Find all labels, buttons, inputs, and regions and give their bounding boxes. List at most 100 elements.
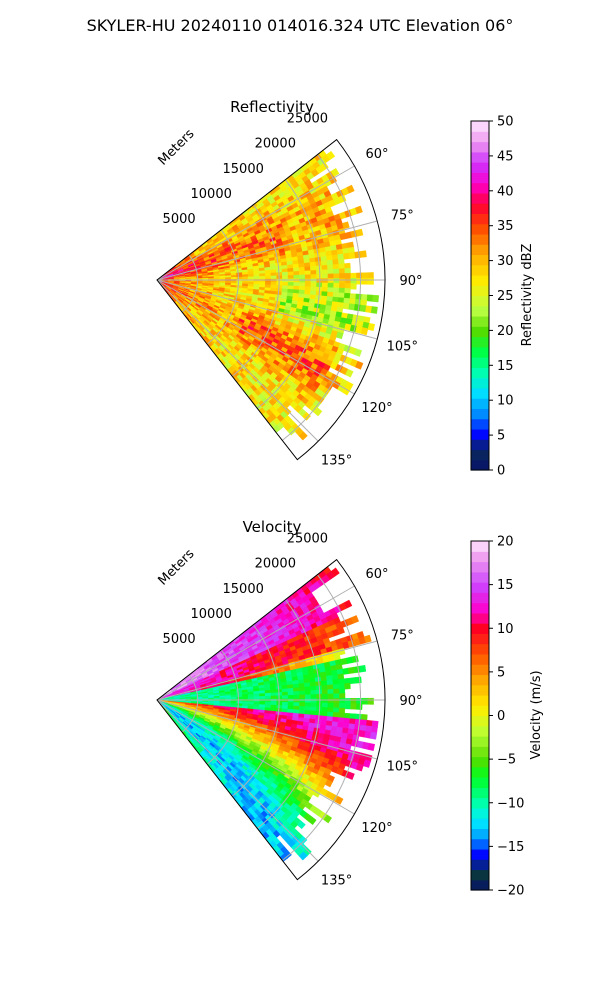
field-cell: [367, 742, 376, 752]
colorbar-tick-label: 0: [497, 709, 505, 724]
field-cell: [354, 205, 363, 215]
colorbar-step: [471, 705, 489, 717]
colorbar-tick-label: 0: [497, 464, 505, 479]
figure-title: SKYLER-HU 20240110 014016.324 UTC Elevat…: [87, 16, 514, 35]
colorbar-step: [471, 449, 489, 461]
colorbar-tick-label: 25: [497, 289, 514, 304]
colorbar-step: [471, 725, 489, 737]
colorbar-step: [471, 244, 489, 256]
colorbar-tick-label: 45: [497, 149, 514, 164]
colorbar-step: [471, 233, 489, 245]
field-cell: [350, 703, 357, 710]
colorbar-tick-label: 10: [497, 394, 514, 409]
colorbar-step: [471, 264, 489, 276]
colorbar-step: [471, 408, 489, 420]
colorbar-step: [471, 684, 489, 696]
colorbar-step: [471, 131, 489, 143]
colorbar-step: [471, 694, 489, 706]
colorbar-step: [471, 192, 489, 204]
field-cell: [372, 294, 380, 303]
field-cell: [339, 693, 346, 700]
colorbar-step: [471, 213, 489, 225]
colorbar-step: [471, 828, 489, 840]
field-cell: [348, 303, 356, 311]
field-cell: [369, 731, 378, 740]
field-cell: [342, 302, 350, 310]
field-cell: [313, 407, 323, 417]
colorbar-step: [471, 326, 489, 338]
velocity-range-axis-label: Meters: [156, 546, 198, 588]
field-cell: [356, 703, 363, 710]
field-cell: [326, 150, 336, 160]
colorbar-step: [471, 879, 489, 891]
colorbar-step: [471, 756, 489, 768]
colorbar-step: [471, 418, 489, 430]
colorbar-step: [471, 377, 489, 389]
colorbar-step: [471, 766, 489, 778]
colorbar-step: [471, 633, 489, 645]
colorbar-step: [471, 551, 489, 563]
colorbar-step: [471, 428, 489, 440]
range-tick-label: 20000: [255, 557, 296, 572]
colorbar-step: [471, 285, 489, 297]
colorbar-step: [471, 582, 489, 593]
range-tick-label: 5000: [163, 632, 196, 647]
colorbar-tick-label: −20: [497, 884, 524, 899]
colorbar-step: [471, 398, 489, 410]
colorbar-step: [471, 172, 489, 184]
field-cell: [362, 698, 369, 705]
azimuth-tick-label: 135°: [321, 874, 352, 889]
colorbar-step: [471, 818, 489, 830]
field-cell: [344, 682, 351, 690]
colorbar-step: [471, 736, 489, 747]
colorbar-tick-label: 35: [497, 219, 514, 234]
azimuth-tick-label: 60°: [365, 567, 388, 582]
colorbar-step: [471, 439, 489, 451]
range-tick-label: 10000: [191, 607, 232, 622]
field-cell: [343, 252, 350, 260]
colorbar-step: [471, 141, 489, 153]
colorbar-step: [471, 664, 489, 676]
colorbar-step: [471, 643, 489, 655]
azimuth-tick-label: 75°: [391, 628, 414, 643]
colorbar-step: [471, 715, 489, 727]
field-cell: [348, 251, 356, 259]
reflectivity-colorbar: 0 5 10 15 20 25 30 35 40 45 50: [470, 115, 514, 479]
colorbar-step: [471, 336, 489, 348]
colorbar-step: [471, 316, 489, 327]
range-tick-label: 10000: [191, 187, 232, 202]
colorbar-tick-label: 40: [497, 184, 514, 199]
colorbar-step: [471, 223, 489, 235]
reflectivity-field: [157, 149, 380, 441]
colorbar-tick-label: 10: [497, 622, 514, 637]
colorbar-step: [471, 797, 489, 809]
colorbar-tick-label: 15: [497, 578, 514, 593]
field-cell: [353, 304, 361, 312]
field-cell: [342, 386, 351, 396]
colorbar-step: [471, 848, 489, 860]
field-cell: [367, 697, 374, 705]
colorbar-step: [471, 859, 489, 871]
azimuth-tick-label: 120°: [361, 821, 392, 836]
colorbar-step: [471, 653, 489, 665]
field-cell: [350, 283, 357, 290]
colorbar-step: [471, 387, 489, 399]
colorbar-step: [471, 151, 489, 163]
field-cell: [344, 703, 352, 710]
colorbar-step: [471, 561, 489, 573]
colorbar-tick-label: 5: [497, 429, 505, 444]
colorbar-step: [471, 602, 489, 614]
field-cell: [370, 306, 378, 314]
field-cell: [347, 666, 355, 674]
range-tick-label: 25000: [287, 532, 328, 547]
azimuth-tick-label: 105°: [387, 340, 418, 355]
colorbar-step: [471, 612, 489, 624]
field-cell: [354, 676, 362, 684]
field-cell: [365, 305, 373, 314]
colorbar-step: [471, 592, 489, 604]
colorbar-tick-label: 20: [497, 324, 514, 339]
field-cell: [361, 272, 369, 280]
colorbar-step: [471, 274, 489, 286]
colorbar-step: [471, 541, 489, 552]
